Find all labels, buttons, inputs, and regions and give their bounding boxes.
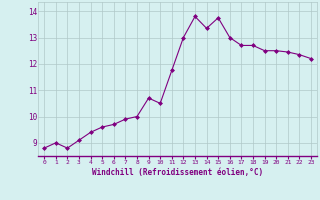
X-axis label: Windchill (Refroidissement éolien,°C): Windchill (Refroidissement éolien,°C) [92,168,263,177]
